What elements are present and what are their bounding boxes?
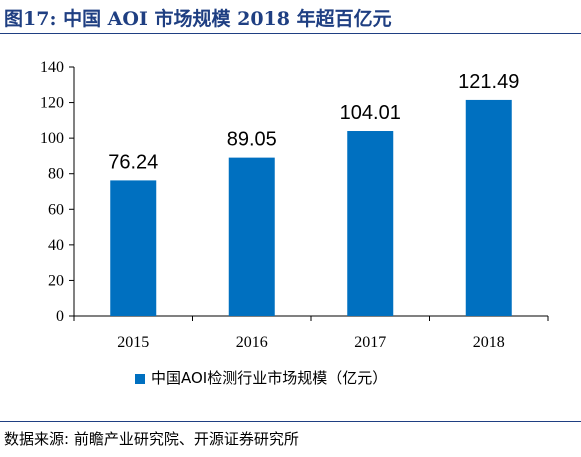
y-axis: 0 20 40 60 80 100 120 140 xyxy=(40,59,75,325)
data-label: 76.24 xyxy=(108,151,158,173)
y-tick-label: 100 xyxy=(40,130,64,147)
data-label: 89.05 xyxy=(227,129,277,151)
y-tick-label: 80 xyxy=(48,166,64,183)
figure-title: 图17: 中国 AOI 市场规模 2018 年超百亿元 xyxy=(4,8,392,30)
y-tick-label: 60 xyxy=(48,201,64,218)
data-labels: 76.24 89.05 104.01 121.49 xyxy=(108,71,519,173)
y-tick-label: 20 xyxy=(48,272,64,289)
data-label: 121.49 xyxy=(458,71,519,93)
x-tick-label: 2017 xyxy=(354,334,386,351)
legend-label: 中国AOI检测行业市场规模（亿元） xyxy=(151,369,387,387)
y-tick-label: 40 xyxy=(48,237,64,254)
data-label: 104.01 xyxy=(340,102,401,124)
y-tick-label: 120 xyxy=(40,95,64,112)
title-rule xyxy=(0,33,581,34)
bar xyxy=(228,157,275,316)
y-tick-label: 0 xyxy=(56,308,64,325)
source-note: 数据来源: 前瞻产业研究院、开源证券研究所 xyxy=(4,430,299,448)
bar-chart: 0 20 40 60 80 100 120 140 2015 2016 2017 2018 76.2… xyxy=(40,59,549,387)
x-tick-label: 2016 xyxy=(236,334,268,351)
bar xyxy=(347,131,394,316)
x-tick-label: 2018 xyxy=(473,334,505,351)
bars xyxy=(110,99,512,316)
bar xyxy=(110,180,157,316)
legend: 中国AOI检测行业市场规模（亿元） xyxy=(135,369,387,387)
bar xyxy=(465,99,512,316)
x-tick-label: 2015 xyxy=(117,334,149,351)
y-tick-label: 140 xyxy=(40,59,64,76)
source-rule xyxy=(0,421,581,422)
legend-swatch xyxy=(135,374,145,384)
x-axis: 2015 2016 2017 2018 xyxy=(73,315,549,351)
